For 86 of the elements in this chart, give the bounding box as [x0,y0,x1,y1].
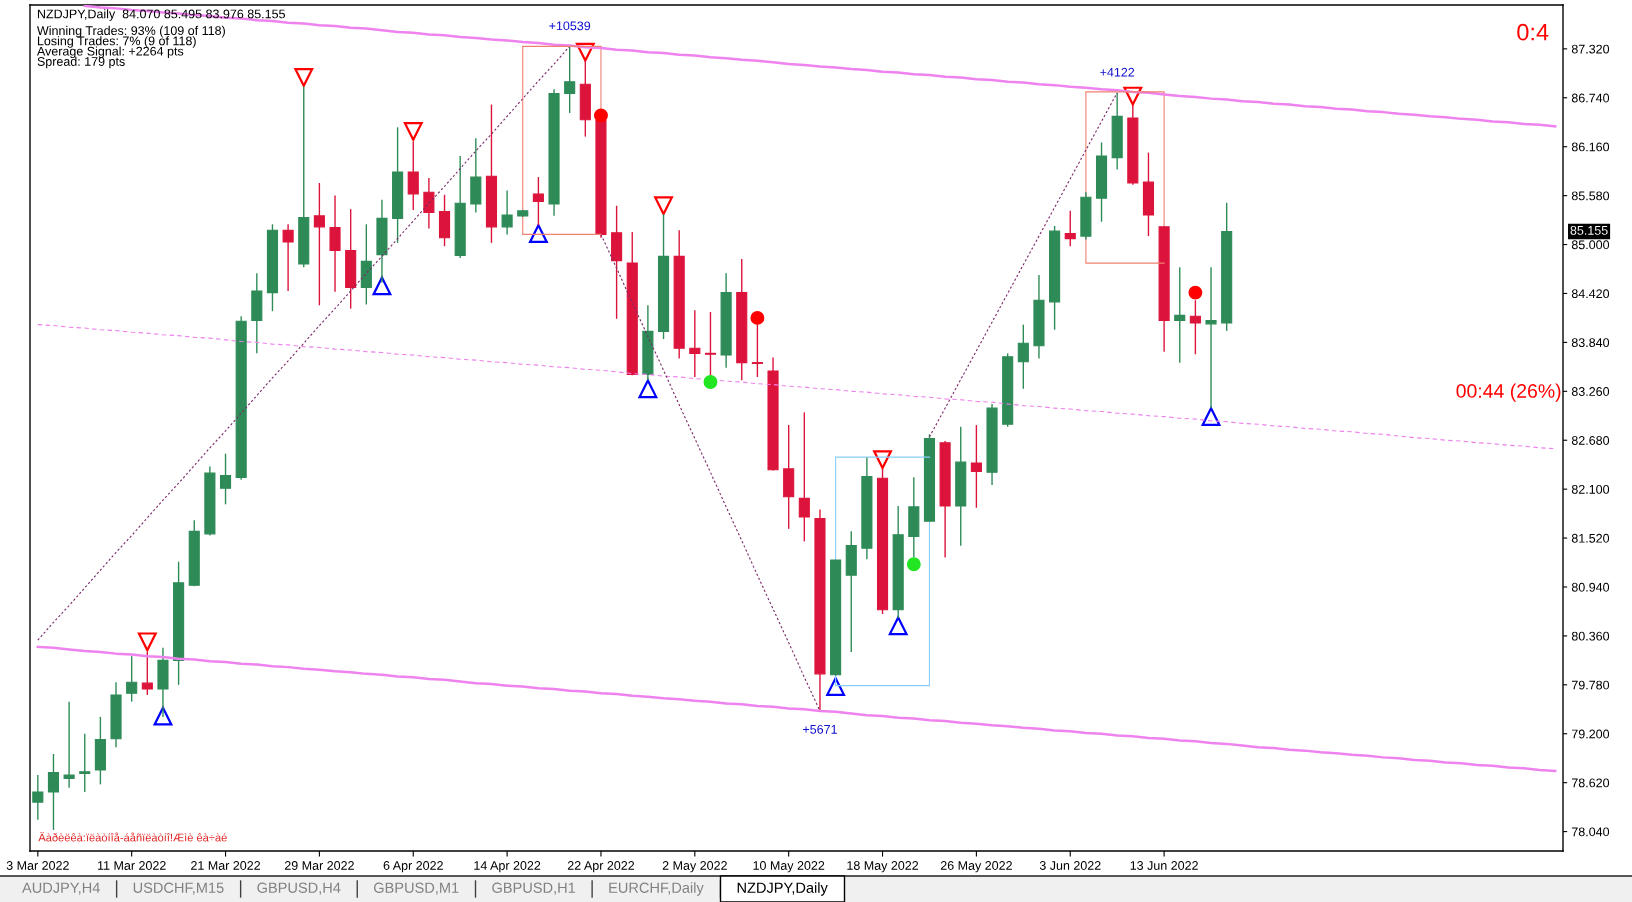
text: GBPUSD,H4 [257,882,341,895]
x-tick-label: 18 May 2022 [847,861,919,873]
candlestick [970,424,982,509]
point [1201,407,1221,427]
candlestick [564,45,576,114]
point [372,276,392,296]
text: Winning Trades: 93% (109 of 118) Losing Trades: 7% (9 of 118) Average Signal: +2264 pts Spread: 179 pts [36,25,225,69]
x-tick-label: 10 May 2022 [753,861,825,873]
candlestick [798,411,810,543]
candlestick [47,753,60,831]
y-tick-label: 78.040 [1571,827,1610,837]
y-tick-label: 81.520 [1571,533,1610,543]
candlestick [282,223,294,292]
x-tick-label: 13 Jun 2022 [1130,861,1198,870]
text: AUDJPY,H4 [22,882,100,895]
point [594,108,608,123]
point [294,68,314,87]
y-tick-label: 80.940 [1571,582,1610,592]
point [1188,285,1203,300]
x-tick-label: 22 Apr 2022 [567,861,635,873]
chart-title: NZDJPY,Daily 84.070 85.495 83.976 85.155 [37,9,285,21]
candlestick [689,309,701,378]
y-tick-label: 83.840 [1571,338,1610,348]
annotation: +10539 [549,21,591,31]
text: GBPUSD,H1 [492,882,576,895]
candlestick [141,651,153,696]
y-tick-label: 82.680 [1571,436,1610,445]
y-tick-label: 87.320 [1571,44,1610,54]
candlestick [126,655,138,703]
x-tick-label: 14 Apr 2022 [474,861,541,873]
y-tick-label: 79.200 [1571,729,1610,739]
point [403,122,423,141]
x-tick-label: 29 Mar 2022 [284,861,354,870]
candlestick [79,733,91,793]
y-tick-label: 83.260 [1571,387,1610,396]
y-tick-label: 84.420 [1571,289,1610,299]
text: EURCHF,Daily [609,882,704,896]
point [528,224,548,244]
candlestick [423,177,435,230]
text: USDCHF,M15 [133,882,224,895]
x-tick-label: 21 Mar 2022 [191,861,260,870]
y-tick-label: 85.000 [1571,240,1610,250]
point [826,677,846,696]
x-tick-label: 6 Apr 2022 [383,861,443,873]
annotation: +4122 [1100,67,1135,77]
candlestick [704,311,717,376]
point [888,616,908,636]
point [703,375,718,389]
candlestick [501,189,513,236]
candlestick [1189,299,1201,355]
candlestick [1017,323,1029,390]
annotation: Äàðèëêà:ïëàòíîå-áåñïëàòíî!Æìè êà÷àé [38,832,227,842]
candlestick [329,194,341,293]
candlestick [219,453,232,506]
annotation: +5671 [803,724,837,734]
point [137,632,157,652]
y-tick-label: 85.580 [1571,191,1610,201]
y-tick-label: 78.620 [1571,778,1610,788]
candlestick [313,182,325,306]
x-tick-label: 2 May 2022 [662,861,727,873]
candlestick [1064,210,1076,247]
text: GBPUSD,M1 [373,882,459,895]
candlestick [63,701,75,789]
y-tick-label: 86.160 [1571,142,1610,152]
x-tick-label: 3 Mar 2022 [6,861,69,870]
point [750,310,765,325]
candlestick [407,140,419,211]
candlestick [1174,266,1186,364]
x-tick-label: 3 Jun 2022 [1039,861,1101,870]
text: 85.155 [1570,225,1608,235]
point [654,196,673,216]
point [638,379,658,399]
point [906,557,921,572]
annotation: 00:44 (26%) [1456,383,1561,402]
annotation: 0:4 [1517,23,1549,41]
y-tick-label: 86.740 [1571,93,1610,103]
y-tick-label: 82.100 [1571,484,1610,494]
line-series [36,645,1557,773]
y-tick-label: 79.780 [1571,680,1610,690]
y-tick-label: 80.360 [1571,631,1610,641]
x-tick-label: 26 May 2022 [940,861,1012,873]
text: NZDJPY,Daily [737,882,828,896]
candlestick [1205,266,1217,409]
candlestick [532,176,544,226]
x-tick-label: 11 Mar 2022 [98,861,166,870]
candlestick [32,774,44,821]
